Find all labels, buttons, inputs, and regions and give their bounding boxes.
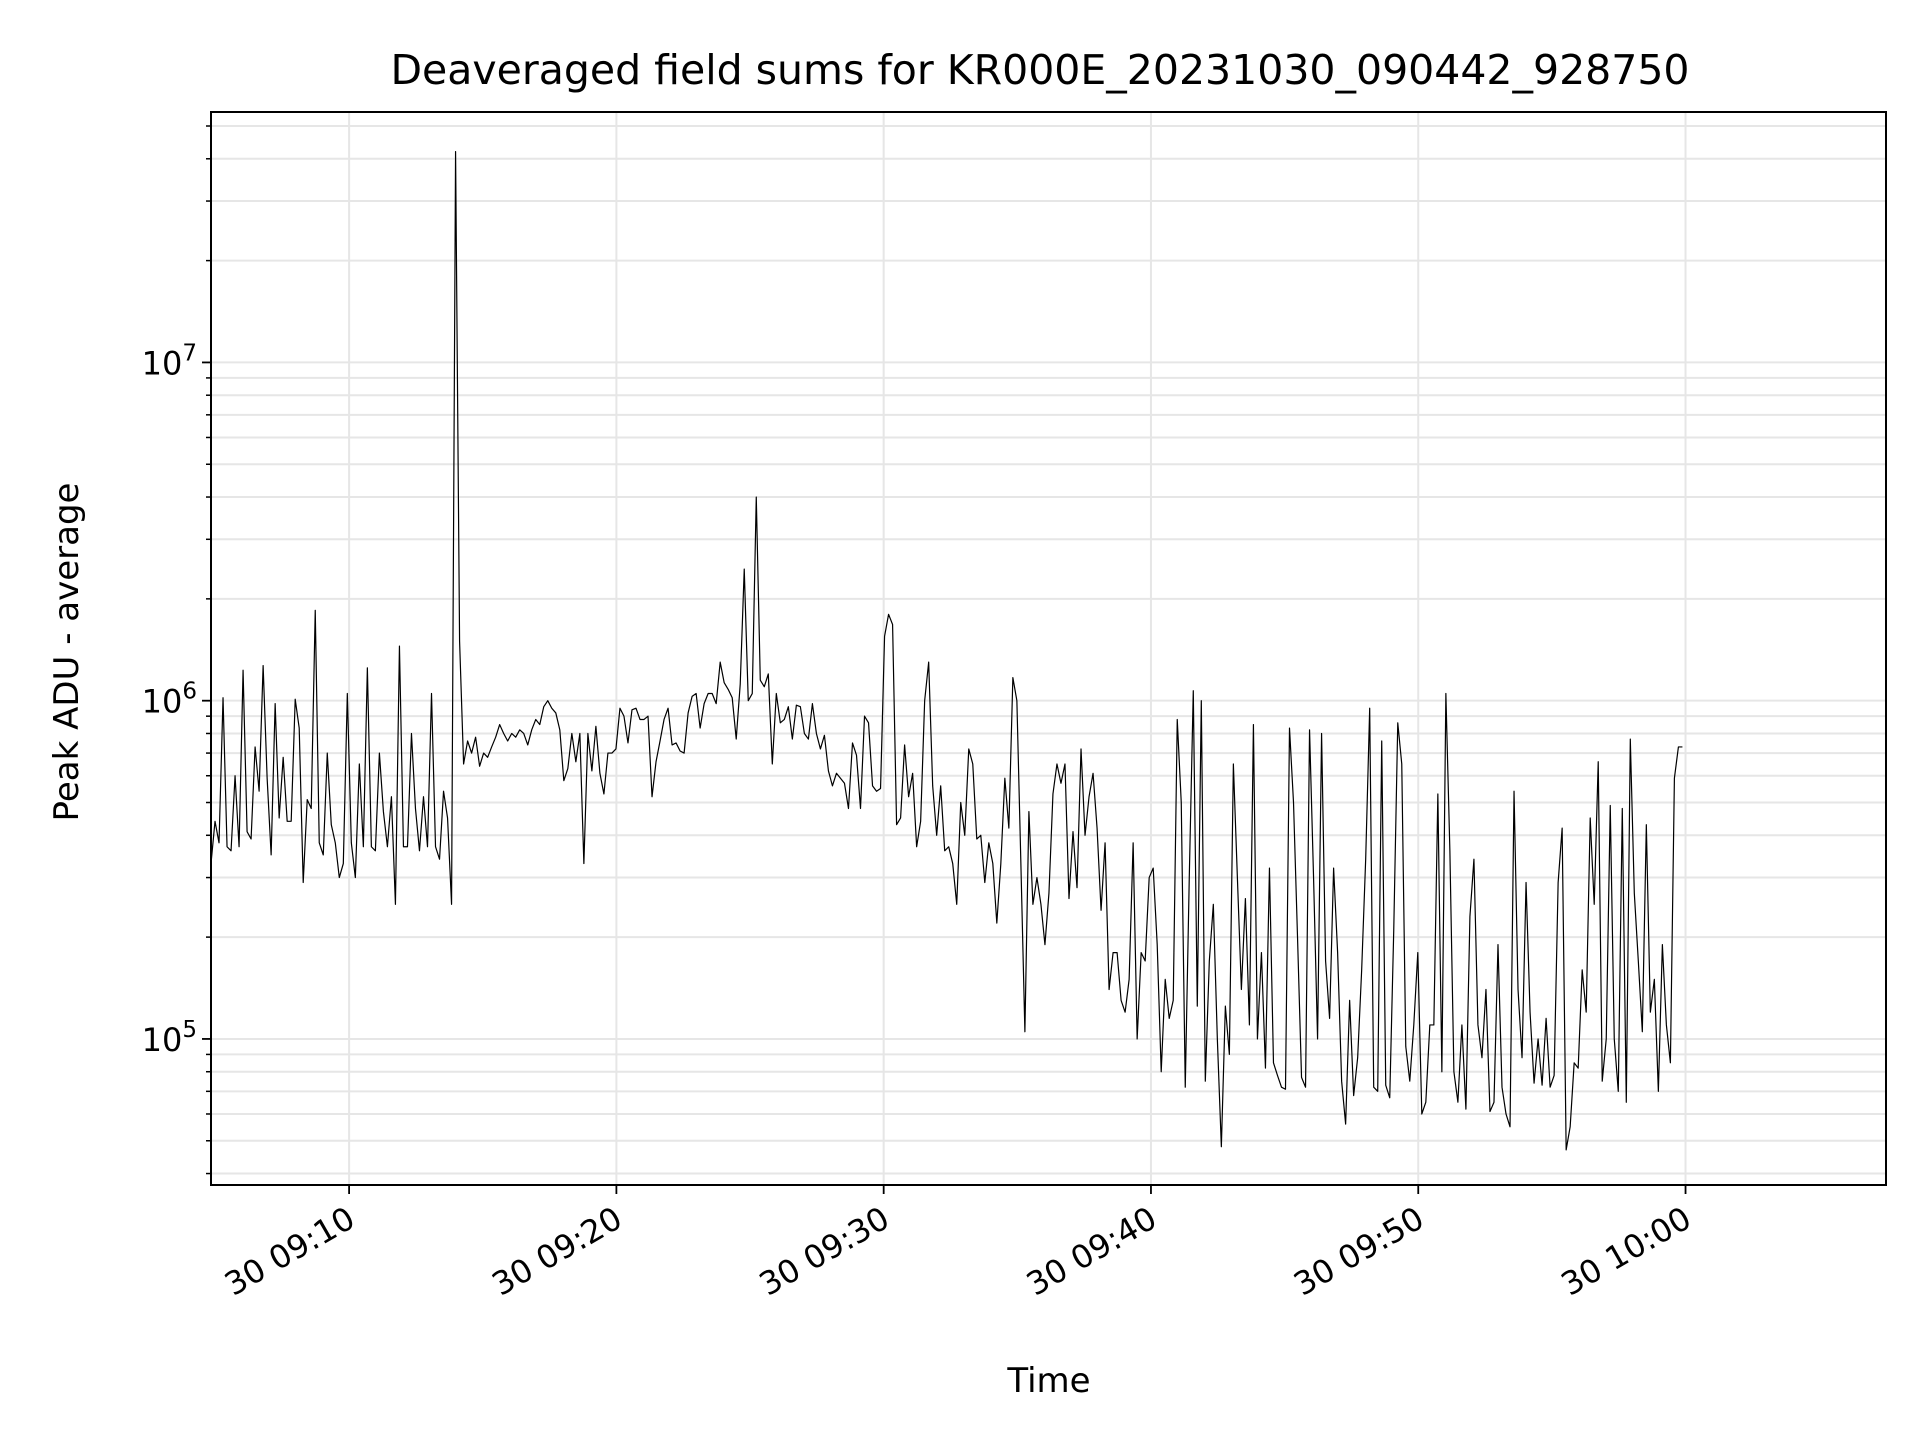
x-tick-label: 30 09:40 <box>1020 1199 1163 1303</box>
x-tick-label: 30 09:30 <box>753 1199 896 1303</box>
y-axis-label: Peak ADU - average <box>47 483 87 822</box>
series-line <box>210 151 1683 1151</box>
series-layer <box>210 151 1683 1151</box>
chart-title: Deaveraged field sums for KR000E_2023103… <box>390 46 1689 94</box>
y-tick-label: 106 <box>142 679 197 721</box>
x-tick-label: 30 10:00 <box>1555 1199 1698 1303</box>
axes <box>210 111 1887 1186</box>
y-tick-label: 107 <box>142 340 197 382</box>
y-tick-label: 105 <box>142 1017 197 1059</box>
tick-marks <box>202 125 1687 1194</box>
x-tick-label: 30 09:10 <box>218 1199 361 1303</box>
grid <box>211 112 1886 1185</box>
plot-frame <box>210 111 1887 1186</box>
x-axis-label: Time <box>1006 1361 1090 1401</box>
x-tick-label: 30 09:50 <box>1287 1199 1430 1303</box>
tick-labels: 105 106 107 30 09:10 30 09:20 30 09:30 30 09:4… <box>142 340 1698 1303</box>
x-tick-label: 30 09:20 <box>485 1199 628 1303</box>
